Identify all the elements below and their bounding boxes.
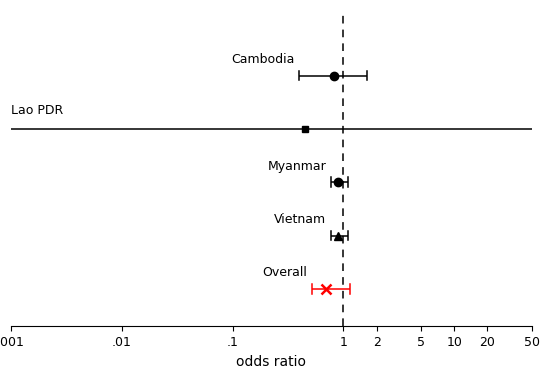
X-axis label: odds ratio: odds ratio — [236, 355, 306, 369]
Text: Vietnam: Vietnam — [274, 213, 326, 226]
Text: Cambodia: Cambodia — [231, 53, 294, 66]
Text: Lao PDR: Lao PDR — [11, 104, 63, 117]
Text: Myanmar: Myanmar — [267, 160, 326, 173]
Text: Overall: Overall — [262, 266, 307, 280]
